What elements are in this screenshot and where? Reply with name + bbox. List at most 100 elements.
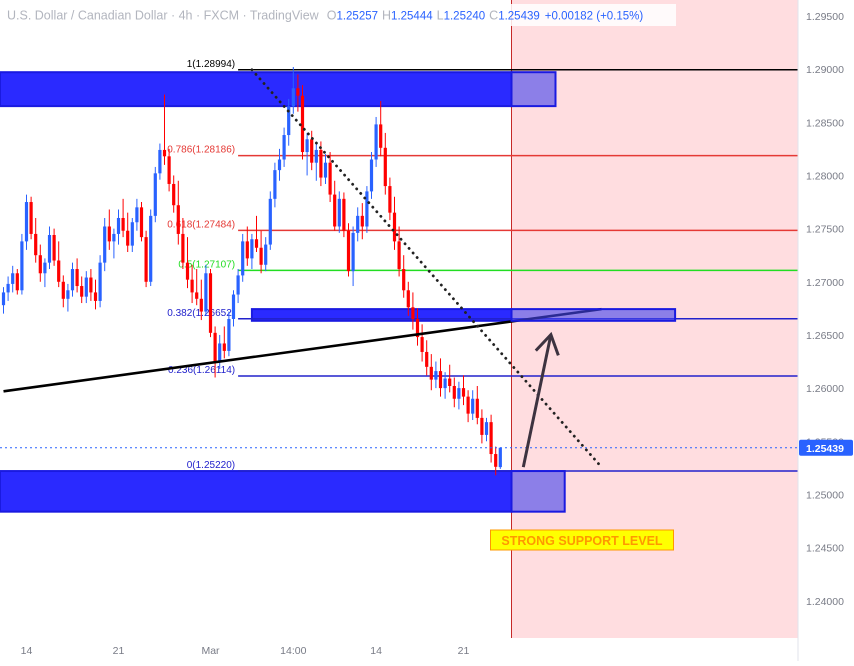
candle-body <box>406 290 410 308</box>
candle-body <box>489 422 493 455</box>
candle-body <box>466 396 470 414</box>
candle-body <box>93 292 98 301</box>
candle-body <box>144 237 148 282</box>
fib-ratio: 0.786 <box>167 145 192 156</box>
candle-body <box>80 286 84 297</box>
candle-body <box>241 241 245 276</box>
fib-level-label: 0(1.25220) <box>187 460 235 471</box>
price-tick-label: 1.28000 <box>806 170 844 182</box>
candle-body <box>328 162 332 195</box>
forecast-zone <box>510 470 566 513</box>
candle-body <box>374 124 378 160</box>
candle-body <box>264 244 268 265</box>
candle-body <box>333 194 337 227</box>
fib-level-label: 0.618(1.27484) <box>167 219 235 230</box>
candle-body <box>429 366 433 380</box>
fib-ratio: 0.5 <box>178 259 192 270</box>
support-annotation-box <box>490 529 674 551</box>
candle-body <box>250 239 254 259</box>
candle-body <box>480 417 484 435</box>
candle-body <box>195 292 199 299</box>
fib-price: (1.26652) <box>192 308 235 319</box>
fib-ratio: 0.618 <box>167 219 192 230</box>
candle-body <box>360 215 364 227</box>
candle-body <box>277 159 282 171</box>
candle-body <box>199 298 203 312</box>
header-background <box>0 4 676 26</box>
support-trendline <box>3 307 602 393</box>
price-tick-label: 1.28500 <box>806 117 844 129</box>
candle-body <box>38 255 42 274</box>
candle-body <box>461 388 466 397</box>
fib-price: (1.28994) <box>192 59 235 70</box>
candle-body <box>323 162 328 178</box>
price-axis-area <box>798 0 854 661</box>
fib-price: (1.25220) <box>192 460 235 471</box>
candle-body <box>208 273 213 333</box>
symbol-title: U.S. Dollar / Canadian Dollar · 4h · FXC… <box>7 9 320 23</box>
forecast-zone <box>510 308 677 322</box>
candle-body <box>185 262 190 280</box>
candle-body <box>397 241 401 270</box>
candle-body <box>103 226 107 263</box>
candle-body <box>369 159 374 192</box>
candle-body <box>153 173 157 216</box>
candle-body <box>268 198 272 245</box>
candle-body <box>11 273 15 284</box>
time-tick-label: 21 <box>113 645 125 657</box>
price-tick-label: 1.29500 <box>806 11 844 23</box>
fib-level-label: 0.786(1.28186) <box>167 145 235 156</box>
candle-body <box>61 281 65 299</box>
price-tick-label: 1.29000 <box>806 64 844 76</box>
candle-body <box>167 156 171 184</box>
candle-body <box>319 149 323 178</box>
candle-body <box>172 183 176 206</box>
candle-body <box>181 233 185 263</box>
candle-body <box>443 378 447 389</box>
supply-demand-zone <box>0 71 513 108</box>
fib-level-label: 0.382(1.26652) <box>167 308 235 319</box>
candle-body <box>448 378 452 386</box>
price-tick-label: 1.27000 <box>806 277 844 289</box>
candle-body <box>314 149 318 163</box>
price-change: +0.00182 (+0.15%) <box>545 11 644 23</box>
candle-body <box>176 205 180 234</box>
candle-body <box>204 273 208 312</box>
candle-body <box>89 277 93 293</box>
fib-ratio: 0.236 <box>168 365 193 376</box>
ohlc-label-L: L <box>437 9 444 23</box>
candle-body <box>475 398 479 418</box>
candle-body <box>66 290 70 299</box>
candle-body <box>121 217 125 231</box>
price-tick-label: 1.24500 <box>806 543 844 555</box>
candle-body <box>259 247 263 265</box>
ohlc-value-O: 1.25257 <box>336 11 378 23</box>
fib-price: (1.27484) <box>192 219 235 230</box>
candle-body <box>383 147 387 187</box>
bullish-arrow-shaft <box>521 334 553 468</box>
fib-level-label: 0.236(1.26114) <box>168 365 235 376</box>
candle-body <box>135 207 139 223</box>
last-price-label: 1.25439 <box>806 443 844 455</box>
fib-price: (1.27107) <box>192 259 235 270</box>
forecast-zone <box>510 71 557 108</box>
candle-body <box>471 398 475 414</box>
candle-body <box>287 106 291 136</box>
candle-body <box>162 149 167 157</box>
bullish-arrow-head <box>534 331 560 356</box>
candle-body <box>34 233 38 256</box>
candle-body <box>452 385 456 399</box>
candle-body <box>402 269 406 291</box>
candle-body <box>158 149 162 174</box>
candle-body <box>57 260 61 282</box>
candle-body <box>139 207 144 238</box>
time-tick-label: 14 <box>21 645 33 657</box>
candle-body <box>300 95 305 153</box>
time-tick-label: 14:00 <box>280 645 306 657</box>
candle-body <box>351 232 355 272</box>
chart-header: U.S. Dollar / Canadian Dollar · 4h · FXC… <box>7 9 643 23</box>
candle-body <box>273 170 277 199</box>
candle-body <box>337 198 341 227</box>
candle-body <box>296 88 300 96</box>
